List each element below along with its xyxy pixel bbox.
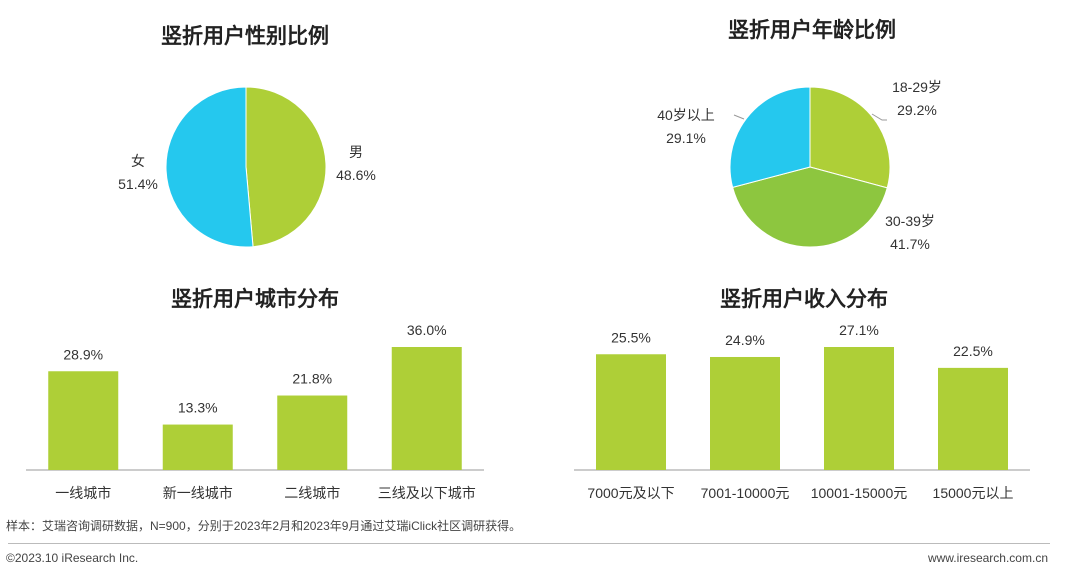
income-bars-bar-1 (710, 356, 780, 470)
city-bars-bar-2 (277, 395, 348, 470)
gender-chart-title: 竖折用户性别比例 (161, 25, 329, 48)
copyright: ©2023.10 iResearch Inc. (6, 551, 139, 565)
gender-pie-label-1: 女 (131, 153, 145, 169)
age-pie-label-1: 30-39岁 (885, 213, 935, 229)
gender-pie-value-0: 48.6% (336, 167, 376, 183)
city-bars-tick-label-3: 三线及以下城市 (378, 485, 476, 501)
income-bars-bar-3 (938, 367, 1008, 470)
income-bars-data-label-2: 27.1% (839, 322, 879, 338)
city-bars-tick-label-2: 二线城市 (284, 485, 340, 501)
city-bars-data-label-1: 13.3% (178, 400, 218, 416)
city-bars-data-label-3: 36.0% (407, 322, 447, 338)
city-bars-bar-0 (48, 371, 119, 470)
city-bars-data-label-0: 28.9% (63, 346, 103, 362)
city-chart-title: 竖折用户城市分布 (171, 288, 339, 311)
city-bars-bar-1 (162, 424, 233, 470)
age-pie-leader-0 (871, 113, 887, 121)
income-bars-tick-label-3: 15000元以上 (933, 485, 1014, 501)
website-url: www.iresearch.com.cn (927, 551, 1048, 565)
income-bars-tick-label-1: 7001-10000元 (701, 485, 790, 501)
income-bars-data-label-1: 24.9% (725, 332, 765, 348)
age-pie-value-1: 41.7% (890, 236, 930, 252)
age-chart-title: 竖折用户年龄比例 (728, 19, 896, 42)
age-pie-slice-1 (732, 166, 888, 248)
income-bars-tick-label-0: 7000元及以下 (587, 485, 674, 501)
age-pie-label-2: 40岁以上 (657, 107, 715, 123)
city-bars-bar-3 (391, 347, 462, 470)
income-chart-title: 竖折用户收入分布 (720, 288, 888, 311)
age-pie-value-2: 29.1% (666, 130, 706, 146)
city-bars-data-label-2: 21.8% (292, 371, 332, 387)
income-bars-bar-0 (596, 354, 666, 470)
sample-note: 样本：艾瑞咨询调研数据，N=900，分别于2023年2月和2023年9月通过艾瑞… (6, 519, 522, 533)
city-bars-tick-label-0: 一线城市 (55, 485, 111, 501)
age-pie-slice-2 (729, 86, 811, 188)
age-pie-label-0: 18-29岁 (892, 79, 942, 95)
gender-pie-slice-1 (165, 86, 254, 248)
gender-pie-slice-0 (245, 86, 327, 248)
age-pie-slice-0 (809, 86, 891, 189)
city-bars-tick-label-1: 新一线城市 (163, 485, 233, 501)
age-pie-value-0: 29.2% (897, 102, 937, 118)
income-bars-data-label-3: 22.5% (953, 343, 993, 359)
income-bars-bar-2 (824, 347, 894, 470)
income-bars-tick-label-2: 10001-15000元 (811, 485, 908, 501)
income-bars-data-label-0: 25.5% (611, 329, 651, 345)
age-pie-leader-2 (733, 114, 745, 120)
footer-divider (8, 543, 1050, 544)
gender-pie-value-1: 51.4% (118, 176, 158, 192)
gender-pie-label-0: 男 (349, 144, 363, 160)
